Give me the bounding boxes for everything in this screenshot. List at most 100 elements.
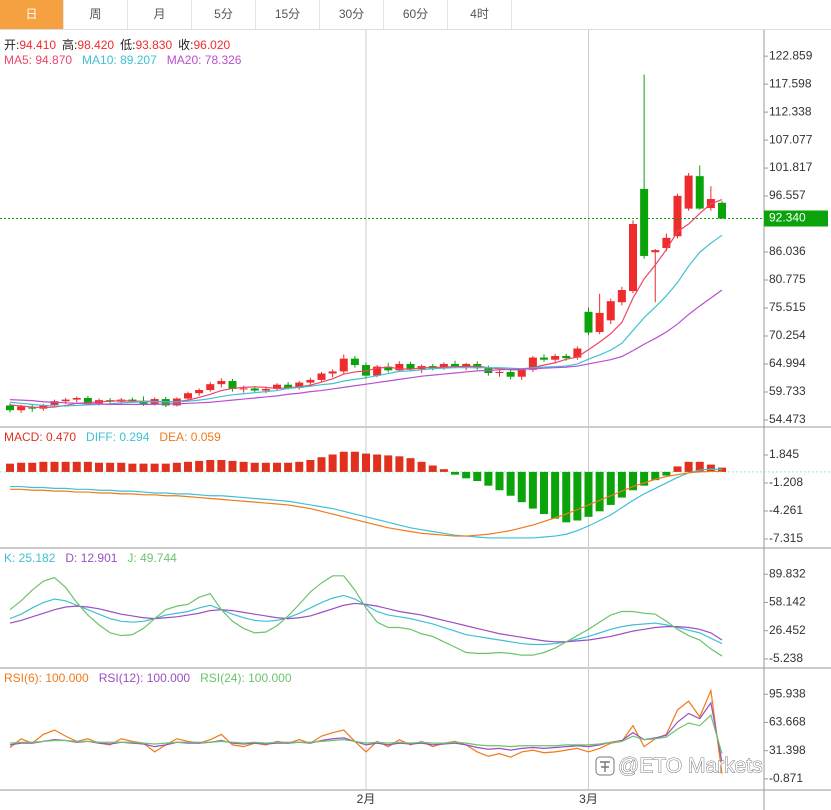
macd-bar	[406, 458, 415, 472]
macd-bar	[640, 471, 649, 486]
macd-bar	[684, 461, 693, 472]
macd-bar	[17, 462, 26, 472]
y-tick-label: 89.832	[769, 566, 806, 580]
candle-body	[284, 384, 293, 388]
candle-body	[373, 366, 382, 376]
macd-bar	[239, 461, 248, 472]
macd-bar	[317, 457, 326, 472]
candle-body	[61, 399, 70, 402]
y-tick-label: 70.254	[769, 328, 806, 342]
series-line	[10, 468, 723, 539]
y-tick-label: -0.871	[769, 771, 803, 785]
macd-bar	[161, 463, 170, 472]
candle-body	[551, 355, 560, 360]
tab[interactable]: 日	[0, 0, 64, 29]
candle-body	[617, 290, 626, 303]
macd-bar	[61, 461, 70, 472]
macd-bar	[629, 471, 637, 491]
tab[interactable]: 60分	[384, 0, 448, 29]
y-tick-label: 54.473	[769, 412, 806, 426]
legend-entry: K: 25.182	[4, 551, 56, 565]
y-tick-label: 64.994	[769, 356, 806, 370]
macd-bar	[83, 461, 92, 472]
macd-bar	[228, 460, 237, 472]
macd-bar	[6, 463, 14, 472]
candle-body	[228, 380, 237, 389]
macd-bar	[217, 459, 226, 472]
macd-bar	[528, 471, 537, 509]
candle-body	[562, 355, 571, 359]
macd-bar	[495, 471, 504, 491]
macd-bar	[350, 451, 359, 472]
y-tick-label: 95.938	[769, 686, 806, 700]
macd-bar	[39, 461, 48, 472]
candle-body	[495, 371, 504, 373]
macd-bar	[139, 463, 148, 472]
candle-body	[339, 358, 348, 372]
candle-body	[517, 369, 526, 377]
macd-bar	[206, 459, 215, 472]
y-tick-label: 107.077	[769, 132, 813, 146]
macd-bar	[718, 467, 726, 472]
macd-bar	[439, 469, 448, 472]
tab[interactable]: 15分	[256, 0, 320, 29]
macd-bar	[673, 466, 682, 472]
x-tick-label: 2月	[357, 792, 376, 806]
macd-bar	[462, 471, 471, 479]
legend-entry: DEA: 0.059	[159, 430, 221, 444]
macd-bar	[150, 463, 159, 472]
macd-bar	[328, 454, 337, 472]
tab[interactable]: 5分	[192, 0, 256, 29]
legend-entry: 98.420	[77, 38, 114, 52]
legend-entry: MA10: 89.207	[82, 53, 157, 67]
candle-body	[573, 348, 582, 358]
tab[interactable]: 月	[128, 0, 192, 29]
y-tick-label: 31.398	[769, 743, 806, 757]
candle-body	[695, 176, 704, 209]
macd-bar	[362, 453, 370, 472]
y-tick-label: 122.859	[769, 48, 813, 62]
y-tick-label: 59.733	[769, 384, 806, 398]
candle-body	[439, 363, 448, 369]
legend-entry: J: 49.744	[127, 551, 177, 565]
candle-body	[39, 404, 48, 409]
candle-body	[606, 301, 615, 321]
y-tick-label: 117.598	[769, 76, 812, 90]
macd-bar	[28, 462, 37, 472]
macd-bar	[95, 462, 103, 472]
candle-body	[72, 398, 81, 400]
legend-entry: RSI(24): 100.000	[200, 671, 292, 685]
tab[interactable]: 周	[64, 0, 128, 29]
macd-bar	[373, 454, 382, 472]
series-line	[9, 289, 723, 405]
tab[interactable]: 4时	[448, 0, 512, 29]
macd-bar	[106, 462, 115, 472]
macd-bar	[473, 471, 482, 482]
legend-entry: MACD: 0.470	[4, 430, 76, 444]
y-tick-label: 86.036	[769, 244, 806, 258]
macd-bar	[306, 459, 315, 472]
series-line	[9, 602, 723, 643]
tab[interactable]: 30分	[320, 0, 384, 29]
candle-body	[17, 406, 26, 411]
macd-bar	[273, 462, 281, 472]
macd-bar	[184, 461, 192, 472]
series-line	[9, 594, 723, 646]
macd-bar	[172, 462, 181, 472]
candle-body	[206, 384, 215, 391]
legend-entry: MA5: 94.870	[4, 53, 72, 67]
x-tick-label: 3月	[579, 792, 598, 806]
candle-body	[395, 363, 404, 371]
legend-entry: 低:	[120, 38, 135, 52]
macd-bar	[540, 471, 548, 515]
macd-bar	[250, 462, 259, 472]
series-line	[9, 575, 723, 657]
series-line	[9, 688, 723, 774]
macd-bar	[562, 471, 571, 523]
y-tick-label: -1.208	[769, 475, 803, 489]
candle-body	[462, 363, 471, 367]
macd-bar	[595, 471, 604, 512]
legend-entry: RSI(6): 100.000	[4, 671, 89, 685]
macd-bar	[72, 461, 81, 472]
